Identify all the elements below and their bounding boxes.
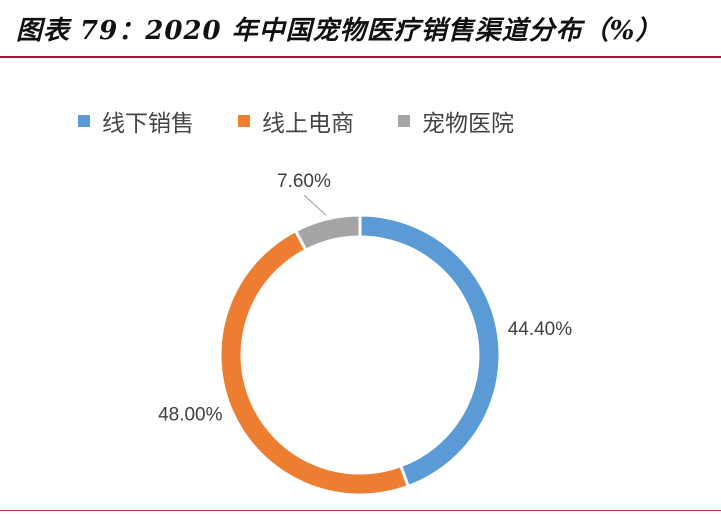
- legend-swatch-offline: [78, 115, 90, 127]
- legend-item-online: 线上电商: [238, 104, 354, 138]
- leader-line-hospital: [303, 194, 327, 216]
- chart-legend: 线下销售 线上电商 宠物医院: [78, 104, 514, 138]
- legend-item-offline: 线下销售: [78, 104, 194, 138]
- donut-slice-online: [218, 228, 411, 497]
- legend-swatch-hospital: [398, 115, 410, 127]
- data-label-offline: 44.40%: [508, 319, 573, 340]
- donut-slice-offline: [358, 213, 502, 489]
- data-label-hospital: 7.60%: [277, 171, 331, 192]
- data-label-online: 48.00%: [158, 405, 223, 426]
- title-divider: [0, 56, 721, 58]
- legend-label-hospital: 宠物医院: [422, 111, 514, 137]
- legend-label-online: 线上电商: [262, 111, 354, 137]
- legend-label-offline: 线下销售: [102, 111, 194, 137]
- bottom-divider: [0, 510, 721, 511]
- chart-title: 图表 79：2020 年中国宠物医疗销售渠道分布（%）: [16, 16, 663, 46]
- legend-item-hospital: 宠物医院: [398, 104, 514, 138]
- donut-slice-hospital: [293, 213, 362, 253]
- legend-swatch-online: [238, 115, 250, 127]
